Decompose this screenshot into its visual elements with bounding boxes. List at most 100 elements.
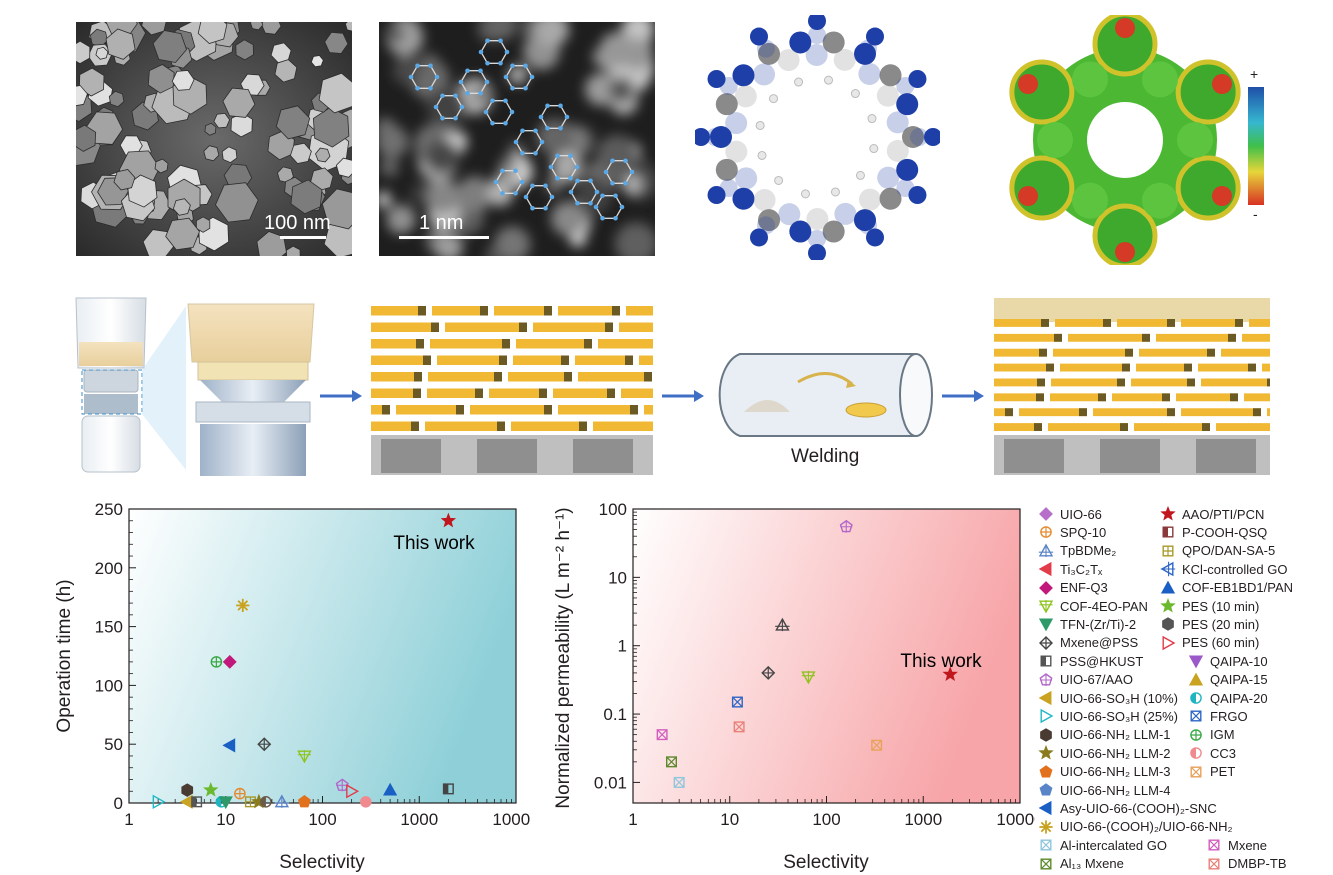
data-point	[360, 796, 372, 808]
legend-label: UIO-67/AAO	[1060, 672, 1133, 688]
legend-label: UIO-66-(COOH)₂/UIO-66-NH₂	[1060, 819, 1233, 835]
stem-lattice	[379, 22, 655, 256]
x-tick-label: 100	[812, 810, 840, 829]
legend-label: UIO-66-NH₂ LLM-1	[1060, 727, 1171, 743]
legend-marker-icon	[1040, 655, 1052, 667]
data-point	[297, 795, 311, 808]
data-point	[218, 796, 233, 810]
legend-label: PES (10 min)	[1182, 598, 1260, 614]
sem-image-panel: 100 nm	[76, 22, 352, 256]
legend-item: Al₁₃ Mxene	[1038, 856, 1124, 872]
legend-item: TFN-(Zr/Ti)-2	[1038, 616, 1136, 632]
welded-nanosheet-membrane	[994, 298, 1270, 475]
legend-marker-icon	[1038, 745, 1054, 760]
data-point	[442, 783, 454, 795]
y-tick-label: 0.01	[594, 773, 627, 792]
tube-furnace-illustration	[718, 353, 933, 437]
legend-item: QAIPA-15	[1188, 672, 1268, 688]
molecular-structure-model	[695, 15, 940, 260]
legend-marker-icon	[1190, 692, 1202, 704]
legend-item: UIO-66-NH₂ LLM-1	[1038, 727, 1171, 743]
x-tick-label: 100	[308, 810, 336, 829]
legend-label: PES (20 min)	[1182, 616, 1260, 632]
legend-label: Asy-UIO-66-(COOH)₂-SNC	[1060, 800, 1217, 816]
y-tick-label: 50	[104, 735, 123, 754]
legend-item: UIO-66	[1038, 506, 1102, 522]
legend-marker-icon	[1039, 580, 1053, 595]
data-point	[801, 670, 816, 685]
legend-label: TFN-(Zr/Ti)-2	[1060, 616, 1137, 632]
x-tick-label: 1000	[904, 810, 942, 829]
legend-label: Ti₃C₂Tₓ	[1060, 561, 1103, 577]
arrow-icon	[662, 390, 704, 402]
data-point	[346, 784, 360, 799]
legend-item: CC3	[1188, 745, 1236, 761]
legend-marker-icon	[1038, 618, 1054, 632]
legend-item: UIO-66-SO₃H (25%)	[1038, 708, 1178, 724]
legend-item: PSS@HKUST	[1038, 653, 1143, 669]
x-tick-label: 1000	[400, 810, 438, 829]
filtration-apparatus	[68, 290, 318, 480]
legend-marker-icon	[1038, 600, 1054, 614]
y-tick-label: 10	[608, 568, 627, 587]
legend-item: P-COOH-QSQ	[1160, 524, 1267, 540]
x-tick-label: 1	[124, 810, 133, 829]
data-point	[236, 598, 250, 613]
legend-marker-icon	[1190, 766, 1202, 778]
legend-item: QAIPA-10	[1188, 653, 1268, 669]
data-point	[181, 783, 194, 797]
legend-marker-icon	[1039, 507, 1053, 521]
legend-label: PET	[1210, 764, 1236, 780]
legend-label: DMBP-TB	[1228, 856, 1287, 872]
stem-image-panel: 1 nm	[379, 22, 655, 256]
legend-label: AAO/PTI/PCN	[1182, 506, 1265, 522]
data-point	[666, 756, 678, 768]
data-point	[297, 749, 312, 764]
y-tick-label: 250	[95, 500, 123, 519]
legend-item: AAO/PTI/PCN	[1160, 506, 1264, 522]
chart2-ylabel: Normalized permeability (L m⁻² h⁻¹)	[553, 507, 574, 808]
legend-item: PES (60 min)	[1160, 635, 1259, 651]
legend-item: PES (10 min)	[1160, 598, 1259, 614]
legend-label: KCl-controlled GO	[1182, 561, 1288, 577]
legend-label: PSS@HKUST	[1060, 653, 1144, 669]
data-point	[257, 737, 272, 752]
legend-item: UIO-67/AAO	[1038, 672, 1133, 688]
data-point	[440, 512, 457, 528]
data-point	[733, 721, 745, 733]
legend-label: TpBDMe₂	[1060, 543, 1117, 559]
legend-marker-icon	[1040, 839, 1052, 851]
legend-label: Al₁₃ Mxene	[1060, 856, 1124, 872]
legend-item: COF-EB1BD1/PAN	[1160, 580, 1293, 596]
chart1-annotation: This work	[393, 533, 475, 554]
legend-label: PES (60 min)	[1182, 635, 1260, 651]
legend-item: COF-4EO-PAN	[1038, 598, 1148, 614]
legend-marker-icon	[1160, 561, 1176, 577]
legend-item: UIO-66-NH₂ LLM-3	[1038, 764, 1171, 780]
legend-marker-icon	[1188, 672, 1204, 686]
legend-label: QAIPA-15	[1210, 672, 1268, 688]
y-tick-label: 150	[95, 618, 123, 637]
legend-marker-icon	[1039, 635, 1053, 650]
x-tick-label: 10	[216, 810, 235, 829]
y-tick-label: 100	[599, 500, 627, 519]
legend-item: DMBP-TB	[1206, 856, 1287, 872]
data-point	[152, 794, 166, 810]
colorbar	[1248, 87, 1264, 205]
data-point	[260, 796, 272, 808]
arrow-icon	[942, 390, 984, 402]
legend-label: UIO-66-SO₃H (10%)	[1060, 690, 1178, 706]
legend-label: UIO-66-NH₂ LLM-3	[1060, 764, 1171, 780]
chart-legend: UIO-66 SPQ-10 TpBDMe₂ Ti₃C₂Tₓ ENF-Q3 COF-4EO-…	[1036, 504, 1333, 874]
stem-scale-label: 1 nm	[419, 212, 464, 234]
legend-item: QAIPA-20	[1188, 690, 1268, 706]
y-tick-label: 200	[95, 559, 123, 578]
legend-label: Al-intercalated GO	[1060, 837, 1167, 853]
esp-map-panel	[1005, 15, 1245, 265]
legend-label: IGM	[1210, 727, 1235, 743]
data-point	[839, 519, 853, 533]
legend-item: UIO-66-NH₂ LLM-2	[1038, 745, 1171, 761]
data-point	[871, 739, 883, 751]
legend-marker-icon	[1162, 617, 1174, 632]
